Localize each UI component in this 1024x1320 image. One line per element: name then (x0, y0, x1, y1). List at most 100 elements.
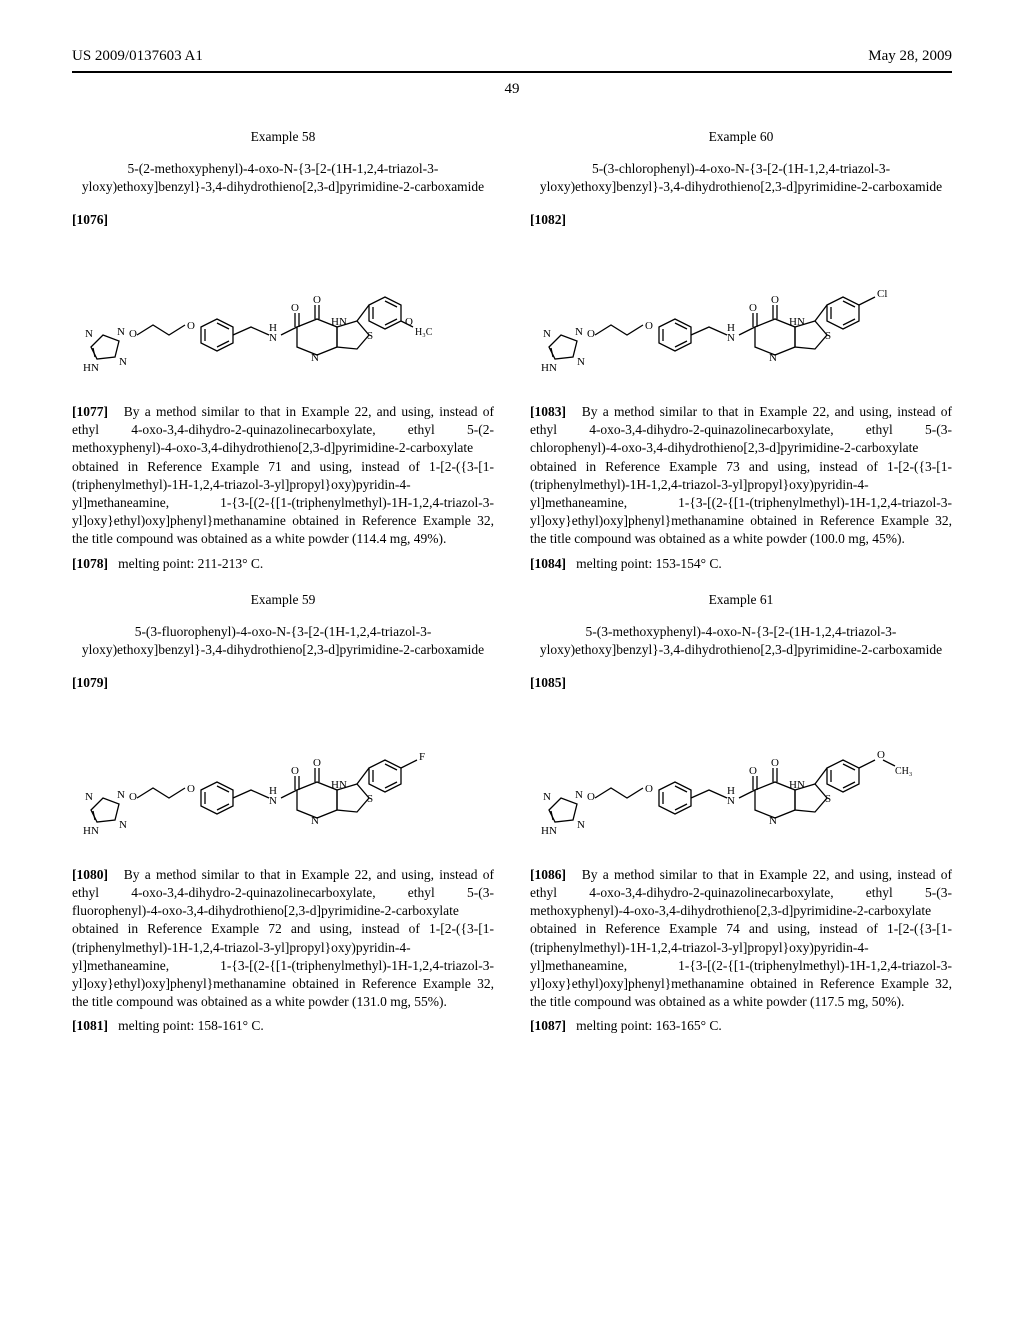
example-58-title: 5-(2-methoxyphenyl)-4-oxo-N-{3-[2-(1H-1,… (72, 160, 494, 196)
structure-58-svg: N N HN N O O (72, 239, 494, 389)
para-1084-num: [1084] (530, 556, 566, 571)
svg-text:H₃C: H₃C (415, 327, 433, 338)
structure-58: N N HN N O O (72, 239, 494, 389)
svg-text:S: S (825, 330, 831, 342)
svg-text:HN: HN (83, 362, 99, 374)
example-60-title: 5-(3-chlorophenyl)-4-oxo-N-{3-[2-(1H-1,2… (530, 160, 952, 196)
para-1078: [1078] melting point: 211-213° C. (72, 555, 494, 573)
svg-text:N: N (117, 326, 125, 338)
svg-text:S: S (367, 793, 373, 805)
para-1087-num: [1087] (530, 1018, 566, 1033)
svg-text:N: N (727, 332, 735, 344)
svg-text:O: O (645, 783, 653, 795)
svg-text:N: N (769, 352, 777, 364)
svg-text:O: O (291, 765, 299, 777)
para-1080-num: [1080] (72, 867, 108, 882)
svg-text:Cl: Cl (877, 288, 887, 300)
para-1077: [1077] By a method similar to that in Ex… (72, 403, 494, 549)
example-58-heading: Example 58 (72, 128, 494, 146)
svg-text:HN: HN (83, 825, 99, 837)
para-1080: [1080] By a method similar to that in Ex… (72, 866, 494, 1012)
svg-text:N: N (269, 795, 277, 807)
svg-text:S: S (367, 330, 373, 342)
svg-text:O: O (313, 294, 321, 306)
svg-text:N: N (85, 328, 93, 340)
svg-text:N: N (269, 332, 277, 344)
example-59-title: 5-(3-fluorophenyl)-4-oxo-N-{3-[2-(1H-1,2… (72, 623, 494, 659)
svg-text:N: N (577, 819, 585, 831)
svg-text:N: N (543, 791, 551, 803)
para-1086-num: [1086] (530, 867, 566, 882)
right-column: Example 60 5-(3-chlorophenyl)-4-oxo-N-{3… (530, 124, 952, 1054)
header-rule (72, 71, 952, 73)
svg-text:N: N (575, 789, 583, 801)
structure-60-svg: N N HN N O O H N (530, 239, 952, 389)
para-1079: [1079] (72, 674, 494, 692)
structure-59: N N HN N O O H N (72, 702, 494, 852)
svg-text:HN: HN (541, 825, 557, 837)
para-1087-text: melting point: 163-165° C. (576, 1018, 722, 1033)
svg-text:O: O (129, 328, 137, 340)
svg-text:N: N (311, 352, 319, 364)
svg-text:N: N (119, 819, 127, 831)
para-1086-text: By a method similar to that in Example 2… (530, 867, 952, 1010)
svg-text:O: O (645, 320, 653, 332)
structure-60: N N HN N O O H N (530, 239, 952, 389)
para-1076: [1076] (72, 211, 494, 229)
svg-text:O: O (587, 328, 595, 340)
svg-text:CH₃: CH₃ (895, 766, 912, 777)
para-1081: [1081] melting point: 158-161° C. (72, 1017, 494, 1035)
svg-text:S: S (825, 793, 831, 805)
svg-text:N: N (119, 356, 127, 368)
page-header: US 2009/0137603 A1 May 28, 2009 (72, 48, 952, 65)
para-1078-num: [1078] (72, 556, 108, 571)
para-1077-num: [1077] (72, 404, 108, 419)
para-1083-num: [1083] (530, 404, 566, 419)
two-column-layout: Example 58 5-(2-methoxyphenyl)-4-oxo-N-{… (72, 124, 952, 1054)
para-1086: [1086] By a method similar to that in Ex… (530, 866, 952, 1012)
svg-text:N: N (577, 356, 585, 368)
para-1080-text: By a method similar to that in Example 2… (72, 867, 494, 1010)
patent-page: US 2009/0137603 A1 May 28, 2009 49 Examp… (0, 0, 1024, 1102)
structure-61: N N HN N O O H N (530, 702, 952, 852)
example-59-heading: Example 59 (72, 591, 494, 609)
svg-text:O: O (187, 783, 195, 795)
para-1084-text: melting point: 153-154° C. (576, 556, 722, 571)
svg-text:O: O (877, 749, 885, 761)
example-61-title: 5-(3-methoxyphenyl)-4-oxo-N-{3-[2-(1H-1,… (530, 623, 952, 659)
svg-text:N: N (85, 791, 93, 803)
svg-text:N: N (117, 789, 125, 801)
para-1082: [1082] (530, 211, 952, 229)
svg-text:O: O (749, 302, 757, 314)
example-60-heading: Example 60 (530, 128, 952, 146)
para-1081-text: melting point: 158-161° C. (118, 1018, 264, 1033)
structure-59-svg: N N HN N O O H N (72, 702, 494, 852)
svg-text:HN: HN (541, 362, 557, 374)
svg-text:N: N (769, 815, 777, 827)
svg-text:N: N (727, 795, 735, 807)
svg-text:O: O (187, 320, 195, 332)
svg-text:O: O (313, 757, 321, 769)
para-1077-text: By a method similar to that in Example 2… (72, 404, 494, 547)
para-1081-num: [1081] (72, 1018, 108, 1033)
svg-text:N: N (311, 815, 319, 827)
example-61-heading: Example 61 (530, 591, 952, 609)
para-1083-text: By a method similar to that in Example 2… (530, 404, 952, 547)
svg-text:O: O (129, 791, 137, 803)
page-number: 49 (72, 81, 952, 98)
publication-date: May 28, 2009 (868, 48, 952, 65)
structure-61-svg: N N HN N O O H N (530, 702, 952, 852)
para-1083: [1083] By a method similar to that in Ex… (530, 403, 952, 549)
svg-text:O: O (771, 294, 779, 306)
para-1078-text: melting point: 211-213° C. (118, 556, 263, 571)
svg-text:N: N (575, 326, 583, 338)
para-1087: [1087] melting point: 163-165° C. (530, 1017, 952, 1035)
svg-text:O: O (291, 302, 299, 314)
svg-text:N: N (543, 328, 551, 340)
para-1084: [1084] melting point: 153-154° C. (530, 555, 952, 573)
svg-text:O: O (587, 791, 595, 803)
svg-text:F: F (419, 751, 425, 763)
svg-text:O: O (749, 765, 757, 777)
svg-text:O: O (771, 757, 779, 769)
patent-number: US 2009/0137603 A1 (72, 48, 203, 65)
